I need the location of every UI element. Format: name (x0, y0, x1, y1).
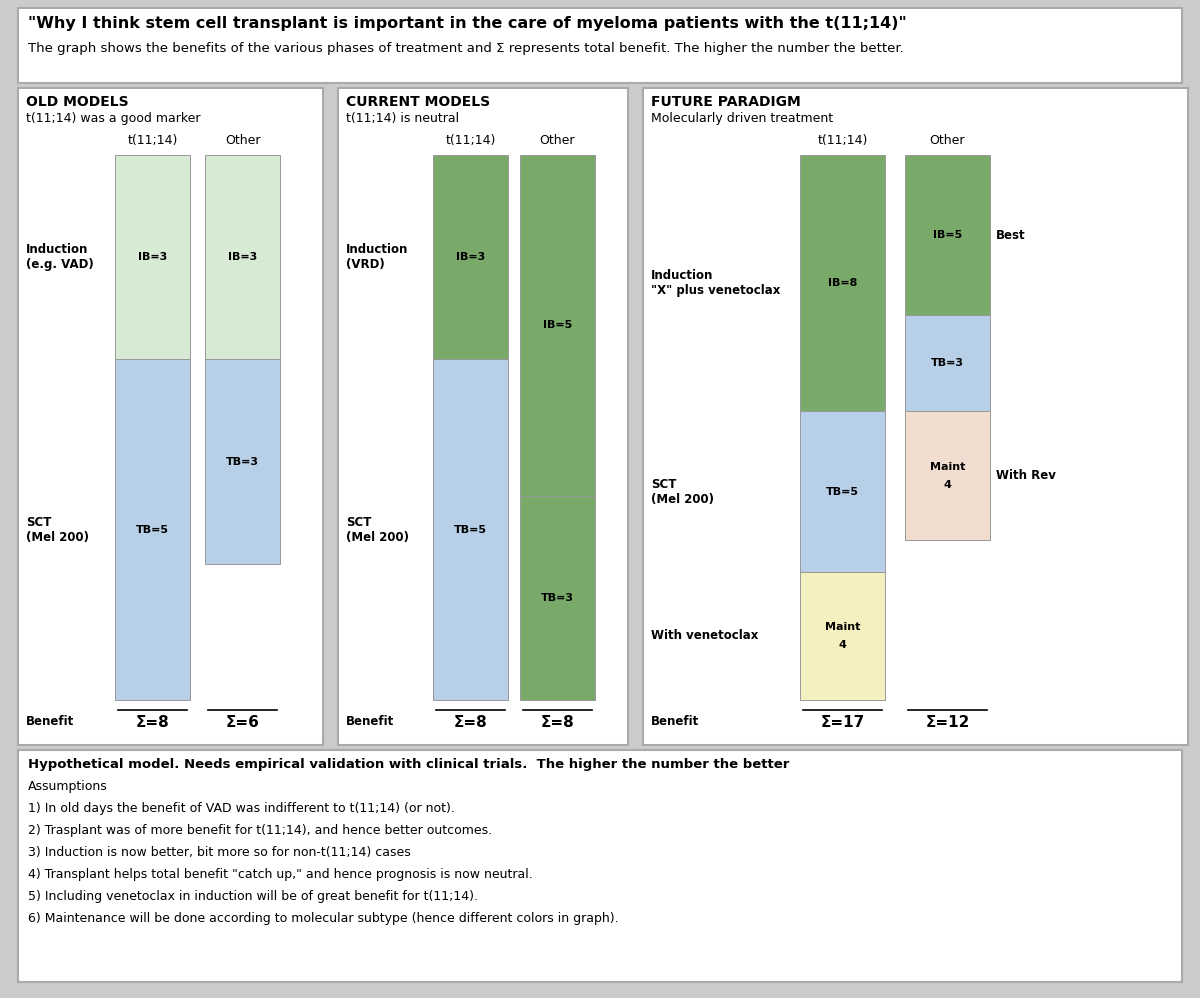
Text: Other: Other (930, 134, 965, 147)
Text: Benefit: Benefit (346, 715, 395, 728)
Bar (643, 88, 1188, 745)
Text: TB=3: TB=3 (226, 456, 259, 466)
Text: TB=3: TB=3 (931, 358, 964, 368)
Text: FUTURE PARADIGM: FUTURE PARADIGM (650, 95, 800, 109)
Text: Σ=12: Σ=12 (925, 715, 970, 730)
Text: Best: Best (996, 229, 1026, 242)
Bar (18, 8, 1182, 83)
Text: Assumptions: Assumptions (28, 780, 108, 793)
Text: Other: Other (224, 134, 260, 147)
Bar (115, 155, 190, 359)
Bar (433, 359, 508, 700)
Text: t(11;14): t(11;14) (445, 134, 496, 147)
Text: Benefit: Benefit (26, 715, 74, 728)
Text: IB=3: IB=3 (456, 252, 485, 262)
Text: 5) Including venetoclax in induction will be of great benefit for t(11;14).: 5) Including venetoclax in induction wil… (28, 890, 478, 903)
Text: Maint: Maint (824, 622, 860, 632)
Text: 1) In old days the benefit of VAD was indifferent to t(11;14) (or not).: 1) In old days the benefit of VAD was in… (28, 802, 455, 815)
Text: SCT
(Mel 200): SCT (Mel 200) (650, 478, 714, 506)
Text: With Rev: With Rev (996, 469, 1056, 482)
Bar (905, 315, 990, 411)
Text: t(11;14) was a good marker: t(11;14) was a good marker (26, 112, 200, 125)
Bar (905, 155, 990, 315)
Bar (800, 155, 886, 411)
Text: TB=5: TB=5 (136, 525, 169, 535)
Bar (800, 411, 886, 572)
Text: Induction
(e.g. VAD): Induction (e.g. VAD) (26, 244, 94, 271)
Text: CURRENT MODELS: CURRENT MODELS (346, 95, 490, 109)
Text: IB=3: IB=3 (138, 252, 167, 262)
Text: TB=3: TB=3 (541, 593, 574, 603)
Text: t(11;14): t(11;14) (127, 134, 178, 147)
Text: Hypothetical model. Needs empirical validation with clinical trials.  The higher: Hypothetical model. Needs empirical vali… (28, 758, 790, 771)
Text: SCT
(Mel 200): SCT (Mel 200) (346, 516, 409, 544)
Text: t(11;14) is neutral: t(11;14) is neutral (346, 112, 460, 125)
Bar (18, 750, 1182, 982)
Text: Σ=8: Σ=8 (541, 715, 575, 730)
Text: 4: 4 (839, 640, 846, 650)
Bar (205, 155, 280, 359)
Bar (800, 572, 886, 700)
Text: Maint: Maint (930, 462, 965, 472)
Bar (205, 359, 280, 564)
Text: Other: Other (540, 134, 575, 147)
Text: TB=5: TB=5 (826, 487, 859, 497)
Text: Molecularly driven treatment: Molecularly driven treatment (650, 112, 833, 125)
Text: 3) Induction is now better, bit more so for non-t(11;14) cases: 3) Induction is now better, bit more so … (28, 846, 410, 859)
Text: TB=5: TB=5 (454, 525, 487, 535)
Text: "Why I think stem cell transplant is important in the care of myeloma patients w: "Why I think stem cell transplant is imp… (28, 16, 907, 31)
Text: SCT
(Mel 200): SCT (Mel 200) (26, 516, 89, 544)
Text: IB=8: IB=8 (828, 278, 857, 288)
Text: Σ=6: Σ=6 (226, 715, 259, 730)
Text: 2) Trasplant was of more benefit for t(11;14), and hence better outcomes.: 2) Trasplant was of more benefit for t(1… (28, 824, 492, 837)
Bar (905, 411, 990, 540)
Text: 6) Maintenance will be done according to molecular subtype (hence different colo: 6) Maintenance will be done according to… (28, 912, 619, 925)
Bar (520, 155, 595, 496)
Bar (115, 359, 190, 700)
Text: Σ=17: Σ=17 (821, 715, 865, 730)
Bar (338, 88, 628, 745)
Text: 4) Transplant helps total benefit "catch up," and hence prognosis is now neutral: 4) Transplant helps total benefit "catch… (28, 868, 533, 881)
Text: Induction
"X" plus venetoclax: Induction "X" plus venetoclax (650, 269, 780, 297)
Bar (433, 155, 508, 359)
Text: IB=5: IB=5 (542, 320, 572, 330)
Text: Σ=8: Σ=8 (136, 715, 169, 730)
Text: Σ=8: Σ=8 (454, 715, 487, 730)
Text: OLD MODELS: OLD MODELS (26, 95, 128, 109)
Text: Induction
(VRD): Induction (VRD) (346, 244, 408, 271)
Text: With venetoclax: With venetoclax (650, 630, 758, 643)
Text: 4: 4 (943, 480, 952, 490)
Bar (520, 496, 595, 700)
Bar (18, 88, 323, 745)
Text: IB=3: IB=3 (228, 252, 257, 262)
Text: The graph shows the benefits of the various phases of treatment and Σ represents: The graph shows the benefits of the vari… (28, 42, 904, 55)
Text: IB=5: IB=5 (932, 231, 962, 241)
Text: Benefit: Benefit (650, 715, 700, 728)
Text: t(11;14): t(11;14) (817, 134, 868, 147)
